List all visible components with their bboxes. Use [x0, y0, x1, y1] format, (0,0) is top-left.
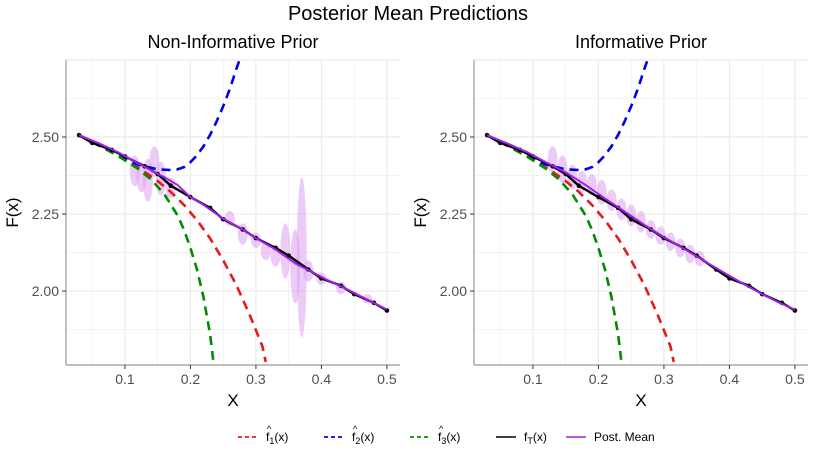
uncertainty-band	[296, 177, 307, 338]
legend-item-f2: f2(x)^	[324, 424, 374, 446]
x-tick-label: 0.1	[523, 371, 543, 387]
legend: f1(x)^f2(x)^f3(x)^fT(x) Post. Mean	[238, 424, 655, 446]
uncertainty-band	[675, 238, 686, 258]
uncertainty-band	[547, 146, 558, 174]
legend-item-f1: f1(x)^	[238, 424, 288, 446]
legend-item-f3: f3(x)^	[410, 424, 460, 446]
y-axis-title: F(x)	[3, 197, 22, 227]
x-axis-title: X	[635, 391, 646, 410]
y-tick-label: 2.50	[32, 129, 59, 145]
legend-label-ftrue: fT(x)	[524, 430, 547, 446]
legend-label-post: Post. Mean	[594, 430, 655, 444]
series-f2-line	[78, 60, 241, 172]
panel-title: Non-Informative Prior	[147, 32, 318, 52]
panel-title: Informative Prior	[575, 32, 707, 52]
x-tick-label: 0.2	[589, 371, 609, 387]
series-post-line	[78, 134, 388, 311]
x-tick-label: 0.1	[115, 371, 135, 387]
legend-label-f2: f2(x)	[352, 430, 374, 446]
y-tick-label: 2.25	[440, 206, 467, 222]
x-tick-label: 0.4	[312, 371, 332, 387]
ftrue-point	[628, 216, 634, 222]
y-tick-label: 2.50	[440, 129, 467, 145]
y-tick-label: 2.00	[32, 283, 59, 299]
panel-non-informative: 0.1 0.2 0.3 0.4 0.5 2.00 2.25 2.50 X F(x) Non-Info…	[3, 32, 400, 410]
y-tick-label: 2.25	[32, 206, 59, 222]
ftrue-point	[168, 183, 174, 188]
grid-lines	[66, 59, 400, 365]
legend-item-post: Post. Mean	[566, 430, 655, 444]
x-tick-label: 0.2	[181, 371, 201, 387]
grid-lines	[474, 59, 808, 365]
ftrue-point	[576, 183, 582, 188]
legend-hat: ^	[439, 424, 444, 434]
figure-title: Posterior Mean Predictions	[287, 3, 529, 25]
legend-hat: ^	[267, 424, 272, 434]
series-f1-line	[78, 134, 267, 363]
series-f3-line	[486, 134, 623, 363]
y-tick-label: 2.00	[440, 283, 467, 299]
x-tick-label: 0.4	[720, 371, 740, 387]
uncertainty-band	[280, 223, 291, 279]
x-tick-label: 0.3	[246, 371, 266, 387]
legend-label-f3: f3(x)	[438, 430, 460, 446]
legend-label-f1: f1(x)	[266, 430, 288, 446]
series-post-line	[486, 134, 796, 311]
x-tick-label: 0.5	[377, 371, 397, 387]
series-f3-line	[78, 134, 215, 363]
panel-informative: 0.1 0.2 0.3 0.4 0.5 2.00 2.25 2.50 X F(x) Informat…	[411, 32, 808, 410]
plot-area	[76, 60, 390, 363]
y-axis-title: F(x)	[411, 197, 430, 227]
x-tick-label: 0.5	[785, 371, 805, 387]
plot-area	[484, 60, 798, 363]
legend-hat: ^	[353, 424, 358, 434]
legend-item-ftrue: fT(x)	[496, 430, 547, 446]
x-axis-title: X	[227, 391, 238, 410]
series-f1-line	[486, 134, 675, 363]
series-f2-line	[486, 60, 649, 172]
x-tick-label: 0.3	[654, 371, 674, 387]
